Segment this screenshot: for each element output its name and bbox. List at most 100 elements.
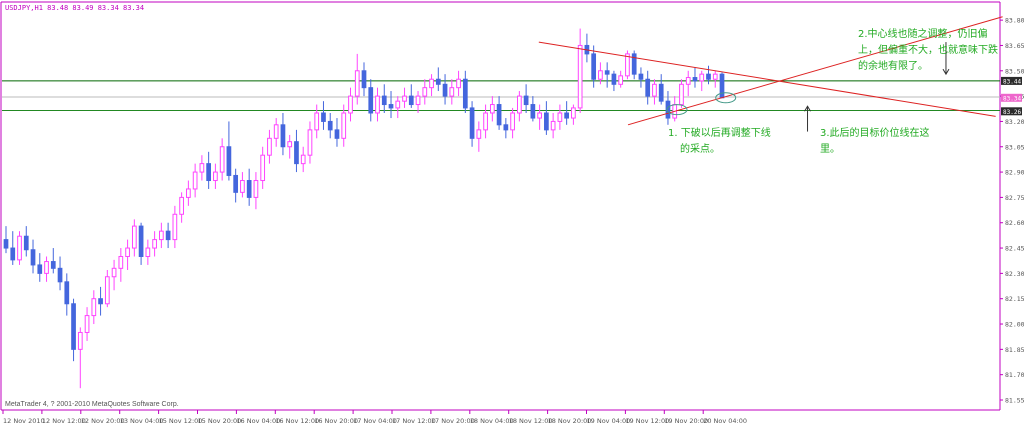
- x-tick-label: 19 Nov 12:00: [625, 417, 669, 425]
- candle: [442, 74, 448, 105]
- candle: [456, 70, 461, 97]
- candle-body: [483, 112, 488, 131]
- candle: [544, 101, 549, 135]
- candle: [402, 87, 407, 108]
- trendline: [538, 41, 996, 117]
- candle: [429, 74, 434, 97]
- candle: [537, 104, 542, 130]
- candle-body: [199, 163, 205, 173]
- candle-body: [294, 141, 299, 165]
- candle: [591, 45, 597, 88]
- candle: [172, 205, 178, 249]
- candles: [3, 28, 725, 389]
- candle-body: [84, 315, 90, 333]
- candle-body: [604, 70, 610, 75]
- candle: [645, 70, 651, 105]
- candle: [469, 101, 475, 147]
- candle-body: [658, 83, 664, 102]
- candle-body: [17, 235, 22, 261]
- candle-body: [10, 247, 16, 261]
- y-tick-label: 83.50: [1005, 67, 1024, 75]
- y-tick-label: 83.65: [1005, 42, 1024, 50]
- candle: [57, 256, 63, 291]
- candle: [44, 256, 49, 282]
- candle: [213, 163, 218, 189]
- candle-body: [50, 261, 56, 269]
- candle-body: [152, 239, 157, 249]
- x-tick-label: 16 Nov 20:00: [314, 417, 358, 425]
- candle: [267, 129, 272, 164]
- candle-body: [712, 73, 718, 80]
- candle: [517, 91, 522, 122]
- x-tick-label: 18 Nov 04:00: [470, 417, 514, 425]
- candle: [462, 70, 468, 113]
- candle-body: [685, 77, 691, 85]
- candle: [658, 74, 664, 105]
- candle-body: [206, 163, 211, 182]
- candle-body: [145, 247, 151, 257]
- y-tick-label: 83.05: [1005, 143, 1024, 151]
- candle-body: [375, 95, 380, 114]
- candle: [138, 222, 144, 265]
- candle-body: [618, 75, 624, 85]
- candle-body: [91, 298, 97, 317]
- candle: [145, 239, 151, 265]
- candle: [422, 79, 428, 105]
- price-label-box: [1001, 107, 1022, 116]
- trendlines: [538, 16, 1003, 126]
- candle: [104, 270, 110, 308]
- candle: [625, 50, 630, 80]
- x-tick-label: 20 Nov 04:00: [703, 417, 747, 425]
- x-tick-label: 15 Nov 12:00: [159, 417, 203, 425]
- highlight-ellipse: [666, 104, 688, 116]
- price-label: 83.34: [1001, 93, 1022, 102]
- note2-line2: 上，但偏重不大，也就意味下跌: [858, 43, 998, 56]
- candle-body: [523, 95, 529, 106]
- candle: [64, 273, 70, 316]
- y-tick-label: 81.55: [1005, 397, 1024, 405]
- candle: [395, 96, 401, 119]
- x-tick-label: 12 Nov 2010: [3, 417, 45, 425]
- candle: [125, 239, 130, 270]
- candle-body: [354, 70, 360, 97]
- candle: [71, 298, 76, 362]
- x-tick-label: 12 Nov 12:00: [42, 417, 86, 425]
- candle-body: [591, 53, 597, 80]
- candle-body: [213, 171, 218, 182]
- x-tick-label: 12 Nov 20:00: [81, 417, 125, 425]
- candle: [23, 226, 29, 257]
- price-label: 83.44: [1001, 76, 1022, 85]
- candle-body: [476, 129, 482, 139]
- candle-body: [280, 124, 286, 148]
- candle-body: [64, 281, 70, 305]
- y-tick-label: 82.30: [1005, 270, 1024, 278]
- candle: [611, 70, 617, 92]
- trendline: [627, 16, 1003, 126]
- candle-body: [327, 120, 333, 131]
- candle-body: [118, 255, 124, 269]
- candle-body: [381, 95, 387, 106]
- price-label-text: 83.44: [1003, 78, 1021, 85]
- candle: [510, 107, 515, 139]
- candle: [557, 104, 563, 130]
- arrow-head: [942, 68, 950, 76]
- candle-body: [219, 146, 225, 173]
- candle: [523, 84, 529, 113]
- candle-body: [138, 225, 144, 257]
- candle: [287, 134, 293, 159]
- candle: [280, 112, 286, 156]
- y-tick-label: 82.00: [1005, 321, 1024, 329]
- arrow-down-icon: [942, 42, 950, 76]
- candle: [50, 248, 56, 274]
- price-label: 83.26: [1001, 107, 1022, 116]
- candle: [111, 259, 117, 291]
- candle-body: [510, 112, 515, 131]
- candle-body: [307, 129, 313, 156]
- candle-body: [402, 95, 407, 102]
- candle: [435, 67, 441, 92]
- candle-body: [645, 78, 651, 97]
- candle: [503, 118, 509, 139]
- candle: [496, 96, 502, 130]
- candle-body: [273, 124, 279, 139]
- y-tick-label: 82.90: [1005, 169, 1024, 177]
